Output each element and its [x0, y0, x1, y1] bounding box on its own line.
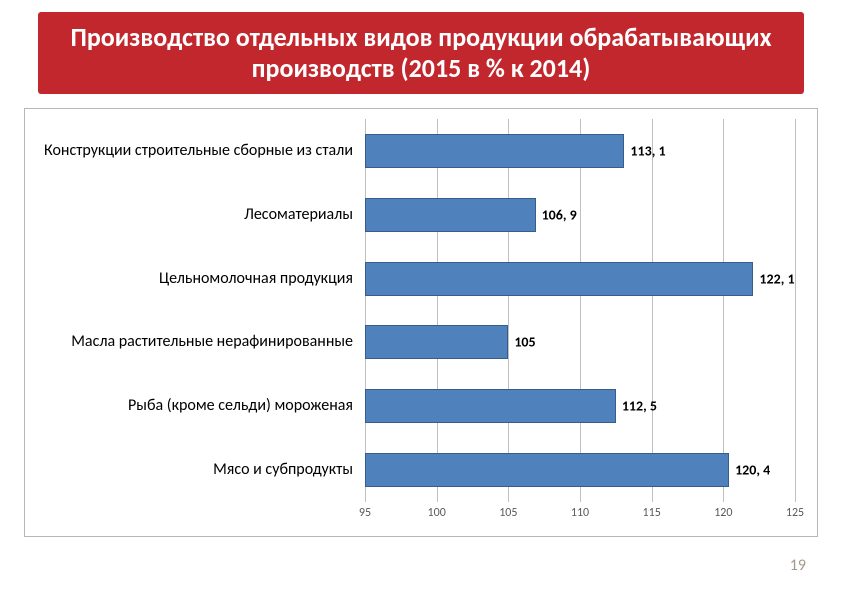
- category-label: Рыба (кроме сельди) мороженая: [25, 397, 365, 415]
- bar: [365, 389, 616, 423]
- value-label: 106, 9: [536, 206, 577, 223]
- grid-line: [652, 119, 653, 502]
- value-label: 113, 1: [624, 142, 665, 159]
- x-tick-label: 100: [428, 506, 446, 520]
- chart-frame: Конструкции строительные сборные из стал…: [24, 108, 818, 537]
- value-label: 112, 5: [616, 398, 657, 415]
- x-tick-label: 105: [499, 506, 517, 520]
- slide-title: Производство отдельных видов продукции о…: [56, 22, 786, 84]
- grid-line: [795, 119, 796, 502]
- bar: [365, 262, 753, 296]
- x-tick-label: 115: [643, 506, 661, 520]
- slide: Производство отдельных видов продукции о…: [0, 0, 842, 595]
- grid-line: [723, 119, 724, 502]
- bar: [365, 198, 536, 232]
- bar: [365, 453, 729, 487]
- x-tick-label: 125: [786, 506, 804, 520]
- bar: [365, 134, 624, 168]
- value-label: 105: [508, 334, 535, 351]
- grid-line: [437, 119, 438, 502]
- category-label: Цельномолочная продукция: [25, 270, 365, 288]
- category-label: Масла растительные нерафинированные: [25, 334, 365, 352]
- category-label: Мясо и субпродукты: [25, 461, 365, 479]
- value-label: 120, 4: [729, 462, 770, 479]
- grid-line: [365, 119, 366, 502]
- x-axis: 95100105110115120125: [365, 506, 795, 526]
- category-label: Лесоматериалы: [25, 206, 365, 224]
- x-tick-label: 110: [571, 506, 589, 520]
- category-label: Конструкции строительные сборные из стал…: [25, 142, 365, 160]
- grid-line: [508, 119, 509, 502]
- chart-plot: Конструкции строительные сборные из стал…: [365, 119, 795, 502]
- x-tick-label: 120: [714, 506, 732, 520]
- bar: [365, 325, 508, 359]
- grid-line: [580, 119, 581, 502]
- value-label: 122, 1: [753, 270, 794, 287]
- title-band: Производство отдельных видов продукции о…: [38, 12, 804, 94]
- x-tick-label: 95: [359, 506, 371, 520]
- page-number: 19: [790, 556, 806, 575]
